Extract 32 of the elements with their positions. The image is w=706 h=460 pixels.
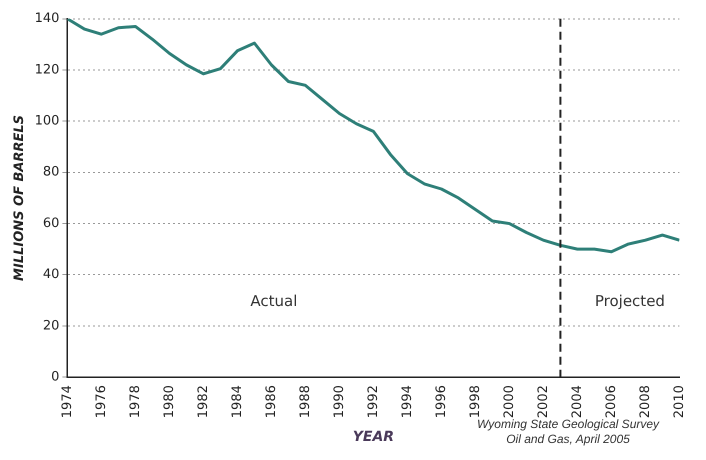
- x-tick-label: 2008: [638, 385, 653, 418]
- y-tick-label: 20: [42, 318, 60, 334]
- x-tick-label: 1994: [400, 385, 415, 418]
- y-axis-title: MILLIONS OF BARRELS: [12, 114, 28, 281]
- y-tick-label: 40: [42, 267, 60, 282]
- x-tick-label: 1988: [298, 385, 313, 418]
- x-axis-title: YEAR: [352, 429, 394, 446]
- y-tick-label: 120: [34, 62, 60, 78]
- y-tick-label: 60: [42, 216, 60, 231]
- y-tick-label: 100: [34, 114, 60, 129]
- x-tick-label: 1974: [60, 385, 75, 418]
- x-tick-label: 2002: [536, 385, 551, 418]
- annotation: Projected: [594, 292, 665, 310]
- y-tick-label: 0: [51, 369, 60, 384]
- x-tick-label: 1976: [94, 385, 109, 418]
- y-tick-label: 80: [42, 164, 60, 180]
- x-tick-label: 2000: [502, 385, 517, 418]
- x-tick-label: 1990: [332, 385, 347, 418]
- x-tick-label: 2004: [570, 385, 585, 418]
- x-tick-label: 1978: [128, 385, 143, 418]
- x-tick-label: 1998: [468, 385, 483, 418]
- annotation: Actual: [250, 292, 298, 310]
- x-tick-label: 2006: [604, 385, 619, 418]
- x-tick-label: 1996: [434, 385, 449, 418]
- x-tick-label: 1984: [230, 385, 245, 418]
- x-tick-label: 1980: [162, 385, 177, 418]
- x-tick-label: 1986: [264, 385, 279, 418]
- x-tick-label: 1992: [366, 385, 381, 418]
- y-tick-label: 140: [34, 11, 60, 26]
- text: Wyoming State Geological Survey Oil and Gas, April 2005: [476, 417, 660, 446]
- x-tick-label: 2010: [672, 385, 687, 418]
- x-tick-label: 1982: [196, 385, 211, 418]
